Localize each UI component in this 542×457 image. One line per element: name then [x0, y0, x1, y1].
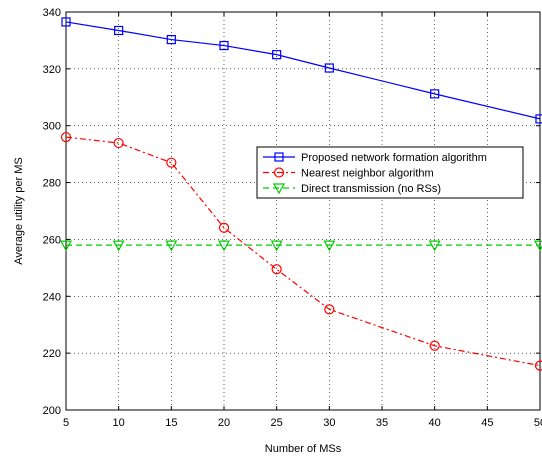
y-axis-title: Average utility per MS: [13, 157, 25, 264]
data-point: [533, 240, 542, 252]
data-point: [219, 40, 229, 51]
legend: Proposed network formation algorithm Nea…: [256, 146, 524, 199]
data-point: [217, 240, 231, 252]
data-point: [271, 264, 282, 275]
data-point: [166, 157, 177, 168]
series-1: [60, 131, 542, 371]
x-tick-label: 50: [534, 417, 542, 429]
data-point: [428, 240, 441, 252]
legend-sample-nearest-neighbor: [263, 167, 295, 178]
legend-sample-proposed: [263, 152, 295, 162]
legend-marker: [273, 167, 285, 178]
series-layer: [59, 17, 542, 371]
y-tick-label: 280: [43, 178, 61, 190]
y-tick-label: 340: [43, 7, 61, 19]
legend-sample-direct-transmission: [263, 183, 295, 195]
y-tick-label: 220: [43, 348, 61, 360]
legend-box: [256, 146, 524, 199]
axis-ticks: 5 10 15 20 25 30 35 40 45 50 200 220 240 260 280 300 320…: [43, 7, 542, 429]
y-tick-label: 240: [43, 291, 61, 303]
x-tick-label: 35: [376, 417, 388, 429]
plot-frame: [65, 11, 541, 411]
x-tick-label: 5: [63, 417, 69, 429]
x-tick-label: 10: [113, 417, 125, 429]
data-point: [114, 25, 124, 36]
series-line: [65, 21, 541, 120]
data-point: [270, 240, 283, 252]
legend-label-direct-transmission: Direct transmission (no RSs): [301, 183, 441, 195]
x-tick-label: 25: [271, 417, 283, 429]
data-point: [324, 63, 334, 73]
data-point: [59, 240, 73, 252]
data-point: [324, 304, 335, 315]
legend-marker: [274, 152, 284, 162]
data-point: [534, 360, 542, 371]
data-point: [166, 34, 176, 45]
data-point: [429, 340, 440, 351]
series-line: [65, 136, 541, 367]
y-tick-label: 200: [43, 405, 61, 417]
data-point: [323, 240, 336, 252]
x-tick-label: 20: [218, 417, 230, 429]
y-tick-label: 320: [43, 64, 61, 76]
data-point: [218, 222, 230, 233]
x-tick-label: 30: [323, 417, 335, 429]
x-tick-label: 45: [481, 417, 493, 429]
data-point: [430, 89, 440, 99]
y-tick-label: 260: [43, 234, 61, 246]
data-point: [60, 131, 72, 143]
legend-label-proposed: Proposed network formation algorithm: [301, 152, 487, 164]
x-tick-label: 40: [429, 417, 441, 429]
data-point: [272, 50, 282, 60]
x-tick-label: 15: [165, 417, 177, 429]
legend-label-nearest-neighbor: Nearest neighbor algorithm: [301, 168, 434, 180]
series-0: [61, 17, 542, 124]
data-point: [113, 137, 124, 149]
legend-marker: [272, 183, 286, 195]
x-axis-title: Number of MSs: [265, 443, 342, 455]
y-tick-label: 300: [43, 121, 61, 133]
data-point: [165, 240, 178, 252]
data-point: [61, 17, 71, 27]
data-point: [535, 114, 542, 124]
series-2: [59, 240, 542, 252]
data-point: [112, 240, 125, 252]
